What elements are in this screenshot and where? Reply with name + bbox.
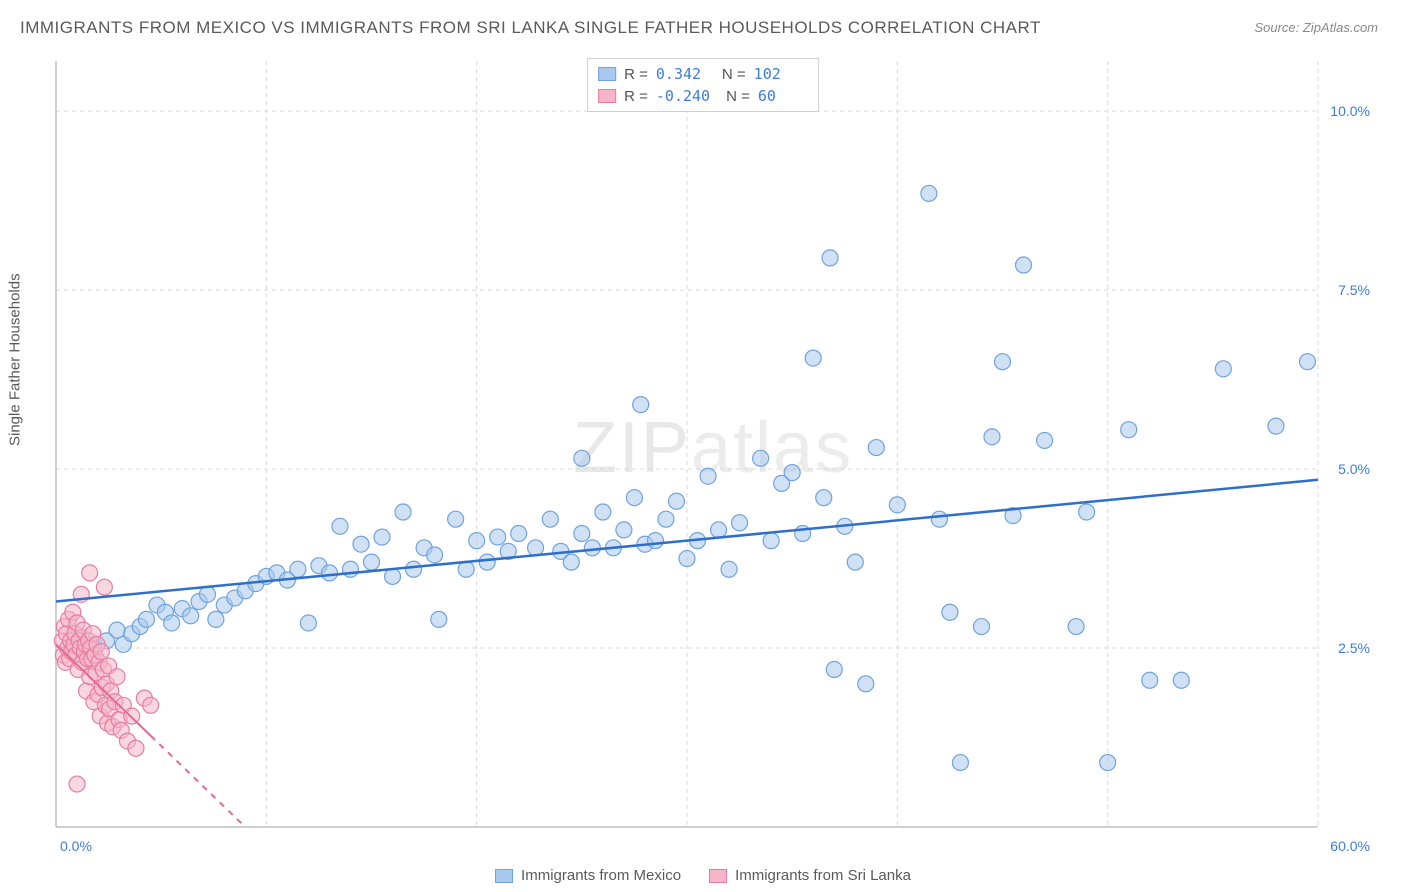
legend-item: Immigrants from Mexico [495,867,681,884]
r-value: 0.342 [656,65,706,83]
chart-area: ZIPatlas 2.5%5.0%7.5%10.0%0.0%60.0% [50,55,1376,857]
y-axis-label: Single Father Households [7,273,24,446]
legend-swatch-icon [709,869,727,883]
legend-label: Immigrants from Mexico [521,867,681,884]
legend-label: Immigrants from Sri Lanka [735,867,911,884]
n-value: 102 [754,65,804,83]
source-attribution: Source: ZipAtlas.com [1254,20,1378,35]
chart-title: IMMIGRANTS FROM MEXICO VS IMMIGRANTS FRO… [20,18,1041,38]
legend-swatch-icon [598,89,616,103]
legend-swatch-icon [495,869,513,883]
r-label: R = [624,88,648,105]
legend-swatch-icon [598,67,616,81]
legend-item: Immigrants from Sri Lanka [709,867,911,884]
n-label: N = [726,88,750,105]
correlation-legend: R = 0.342N =102R =-0.240N = 60 [587,58,819,112]
scatter-plot: 2.5% 5.0% 7.5% 10.0% 0.0% 60.0% [50,55,1376,857]
r-value: -0.240 [656,87,710,105]
svg-text:5.0%: 5.0% [1338,461,1370,477]
svg-text:7.5%: 7.5% [1338,282,1370,298]
n-value: 60 [758,87,808,105]
series-legend: Immigrants from Mexico Immigrants from Sr… [495,867,911,884]
svg-text:10.0%: 10.0% [1330,103,1370,119]
r-label: R = [624,66,648,83]
legend-stat-row: R = -0.240 N = 60 [598,85,808,107]
svg-text:2.5%: 2.5% [1338,640,1370,656]
legend-stat-row: R = 0.342 N = 102 [598,63,808,85]
svg-text:60.0%: 60.0% [1330,838,1370,854]
svg-text:0.0%: 0.0% [60,838,92,854]
n-label: N = [722,66,746,83]
